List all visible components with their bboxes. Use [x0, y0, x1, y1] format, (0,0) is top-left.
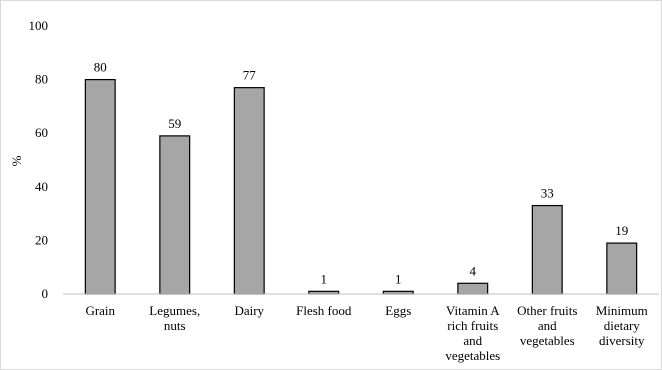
- y-tick-label: 80: [35, 72, 48, 87]
- category-label: Eggs: [385, 303, 411, 318]
- category-label: Grain: [85, 303, 115, 318]
- category-label: Other fruits and vegetables: [517, 303, 577, 348]
- y-tick-label: 60: [35, 125, 48, 140]
- y-tick-labels: 0 20 40 60 80 100: [29, 18, 49, 301]
- category-label: Flesh food: [296, 303, 352, 318]
- y-axis-title: %: [9, 155, 24, 166]
- y-tick-label: 0: [42, 286, 49, 301]
- data-label: 4: [470, 263, 477, 278]
- data-label: 1: [321, 271, 328, 286]
- y-tick-label: 20: [35, 232, 48, 247]
- bar: [606, 242, 638, 295]
- bar: [531, 204, 563, 295]
- bar: [159, 135, 191, 295]
- category-label: Minimum dietary diversity: [596, 303, 648, 348]
- category-label: Dairy: [234, 303, 264, 318]
- data-label: 33: [541, 186, 554, 201]
- bar: [84, 78, 116, 295]
- bars: [84, 78, 638, 295]
- data-label: 59: [168, 116, 181, 131]
- bar: [457, 282, 489, 295]
- data-label: 80: [94, 60, 107, 75]
- data-label: 1: [395, 271, 402, 286]
- y-tick-label: 100: [29, 18, 49, 33]
- bar: [233, 87, 265, 295]
- data-labels: 80 59 77 1 1 4 33 19: [94, 60, 629, 287]
- y-tick-label: 40: [35, 179, 48, 194]
- category-labels: Grain Legumes, nuts Dairy Flesh food Eggs Vita…: [85, 303, 647, 363]
- data-label: 77: [243, 68, 257, 83]
- category-label: Legumes, nuts: [149, 303, 200, 333]
- data-label: 19: [615, 223, 628, 238]
